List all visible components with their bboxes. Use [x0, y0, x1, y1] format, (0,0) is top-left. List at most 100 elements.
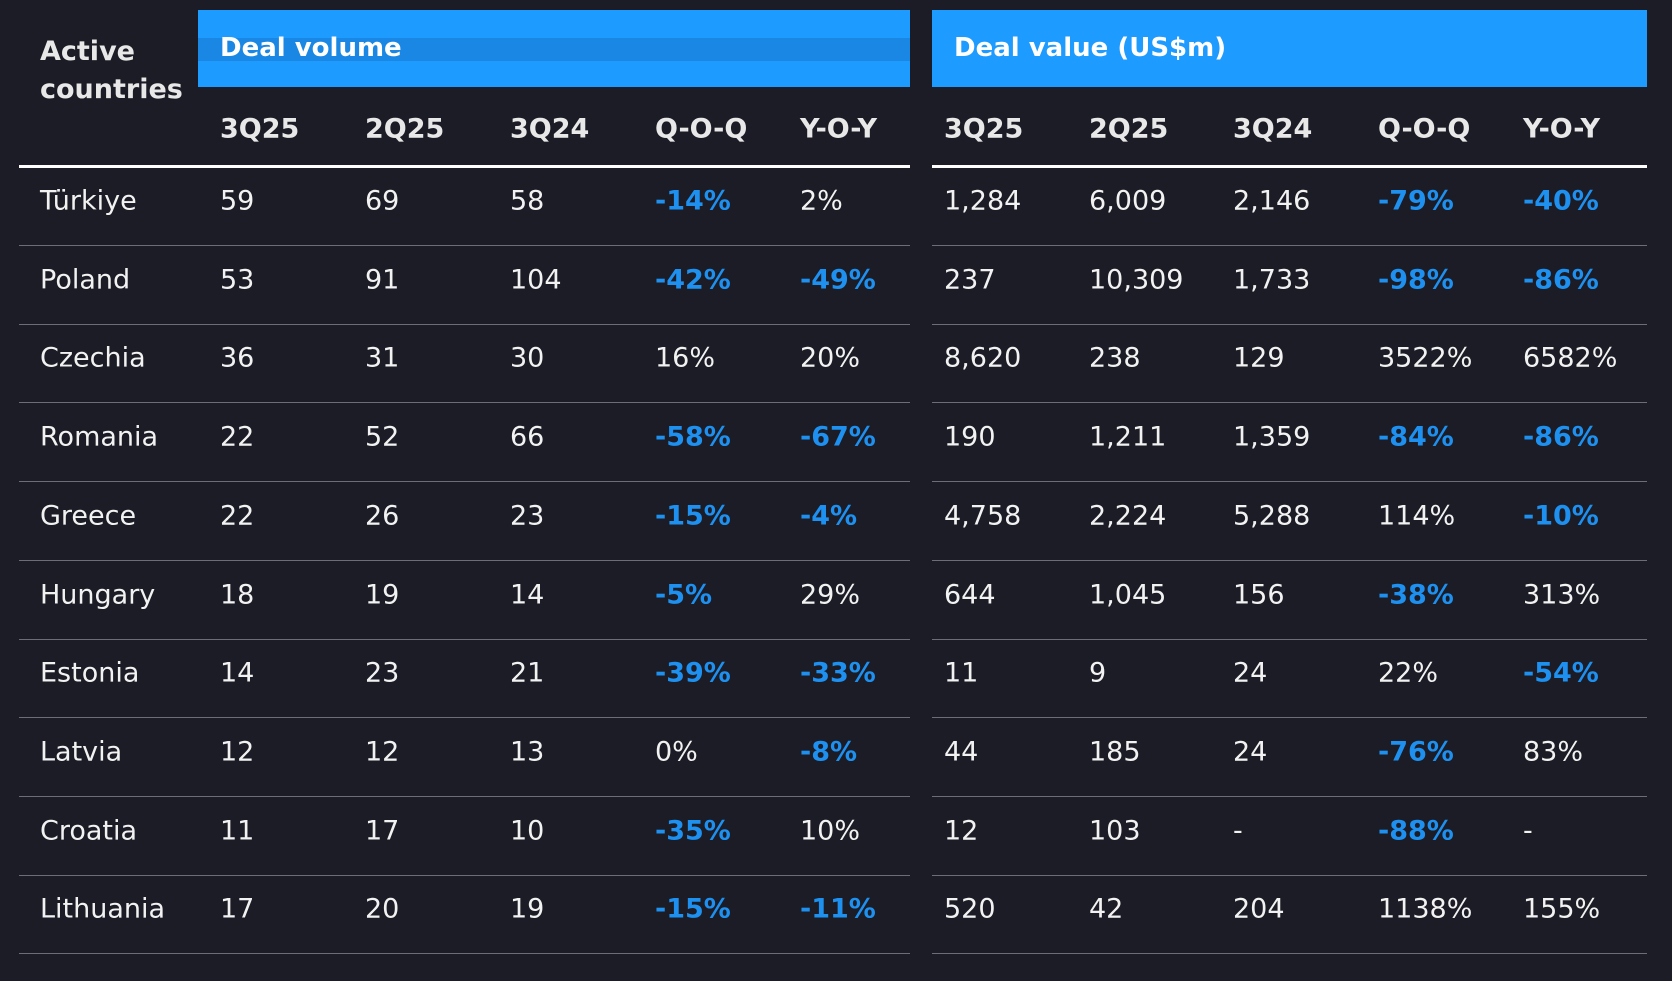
cell-value: -5%: [655, 579, 713, 610]
cell-value: 16%: [655, 342, 716, 374]
group-title: Deal value (US$m): [954, 33, 1227, 63]
cell-value: 17: [365, 815, 400, 847]
cell-value: 23: [510, 500, 545, 532]
country: Croatia: [40, 815, 138, 847]
cell-value: 19: [365, 579, 400, 610]
group-title: Deal volume: [220, 33, 402, 63]
cell-value: 6582%: [1523, 342, 1618, 374]
cell-value: 20%: [800, 342, 861, 374]
cell-value: 14: [510, 579, 545, 610]
cell-value: 21: [510, 657, 545, 689]
cell-value: -: [1523, 815, 1533, 847]
cell-value: 12: [944, 815, 979, 847]
row-separator: [19, 795, 910, 797]
column-header: 3Q25: [944, 113, 1024, 145]
cell-value: 1,359: [1233, 421, 1311, 453]
row-separator: [932, 402, 1647, 404]
country: Romania: [40, 421, 159, 453]
country: Latvia: [40, 736, 123, 768]
cell-value: -35%: [655, 815, 731, 847]
cell-value: 155%: [1523, 893, 1601, 925]
row-separator: [19, 638, 910, 640]
cell-value: -58%: [655, 421, 731, 453]
header-rule: [932, 165, 1647, 168]
cell-value: -49%: [800, 264, 876, 296]
cell-value: 14: [220, 657, 255, 689]
header-rule: [19, 165, 910, 168]
column-header: Q-O-Q: [655, 113, 748, 145]
row-separator: [932, 559, 1647, 561]
row-separator: [932, 717, 1647, 719]
cell-value: 66: [510, 421, 545, 453]
cell-value: 10%: [800, 815, 861, 847]
cell-value: 8,620: [944, 342, 1022, 374]
cell-value: -88%: [1378, 815, 1454, 847]
cell-value: 13: [510, 736, 545, 768]
cell-value: -15%: [655, 500, 731, 532]
cell-value: 103: [1089, 815, 1141, 847]
row-separator: [19, 323, 910, 325]
column-header: Y-O-Y: [1523, 113, 1601, 145]
row-separator: [932, 638, 1647, 640]
cell-value: -4%: [800, 500, 858, 532]
cell-value: 520: [944, 893, 996, 925]
cell-value: -39%: [655, 657, 731, 689]
country: Czechia: [40, 342, 146, 374]
cell-value: 1138%: [1378, 893, 1473, 925]
cell-value: 26: [365, 500, 400, 532]
cell-value: 59: [220, 185, 255, 217]
cell-value: 19: [510, 893, 545, 925]
cell-value: 5,288: [1233, 500, 1311, 532]
stripe: [198, 38, 910, 61]
cell-value: -11%: [800, 893, 876, 925]
group-header: Deal value (US$m): [932, 10, 1647, 87]
cell-value: 4,758: [944, 500, 1022, 532]
column-header: Q-O-Q: [1378, 113, 1471, 145]
cell-value: 83%: [1523, 736, 1584, 768]
cell-value: 69: [365, 185, 400, 217]
row-separator: [19, 245, 910, 246]
cell-value: 31: [365, 342, 400, 374]
cell-value: 190: [944, 421, 996, 453]
cell-value: 22: [220, 421, 255, 453]
cell-value: 114%: [1378, 500, 1456, 532]
cell-value: -38%: [1378, 579, 1454, 610]
country: Greece: [40, 500, 137, 532]
row-separator: [19, 402, 910, 404]
cell-value: 1,211: [1089, 421, 1167, 453]
cell-value: 129: [1233, 342, 1285, 374]
cell-value: 185: [1089, 736, 1141, 768]
cell-value: 30: [510, 342, 545, 374]
cell-value: 9: [1089, 657, 1107, 689]
column-header: Y-O-Y: [800, 113, 878, 145]
country: Poland: [40, 264, 131, 296]
cell-value: 104: [510, 264, 562, 296]
cell-value: 24: [1233, 657, 1268, 689]
row-separator: [932, 953, 1647, 955]
country: Türkiye: [40, 185, 137, 217]
cell-value: 644: [944, 579, 996, 610]
cell-value: -98%: [1378, 264, 1454, 296]
row-separator: [19, 481, 910, 483]
column-header: 3Q24: [510, 113, 590, 145]
cell-value: -76%: [1378, 736, 1454, 768]
cell-value: -10%: [1523, 500, 1599, 532]
cell-value: -86%: [1523, 264, 1599, 296]
cell-value: -86%: [1523, 421, 1599, 453]
cell-value: 1,045: [1089, 579, 1167, 610]
row-separator: [19, 717, 910, 719]
country: Lithuania: [40, 893, 166, 925]
row-separator: [932, 245, 1647, 246]
row-separator: [19, 953, 910, 955]
cell-value: -40%: [1523, 185, 1599, 217]
cell-value: 17: [220, 893, 255, 925]
cell-value: 20: [365, 893, 400, 925]
cell-value: 53: [220, 264, 255, 296]
cell-value: 52: [365, 421, 400, 453]
group-header: Deal volume: [198, 10, 910, 87]
cell-value: 237: [944, 264, 996, 296]
cell-value: -54%: [1523, 657, 1599, 689]
cell-value: 36: [220, 342, 255, 374]
cell-value: 10,309: [1089, 264, 1184, 296]
